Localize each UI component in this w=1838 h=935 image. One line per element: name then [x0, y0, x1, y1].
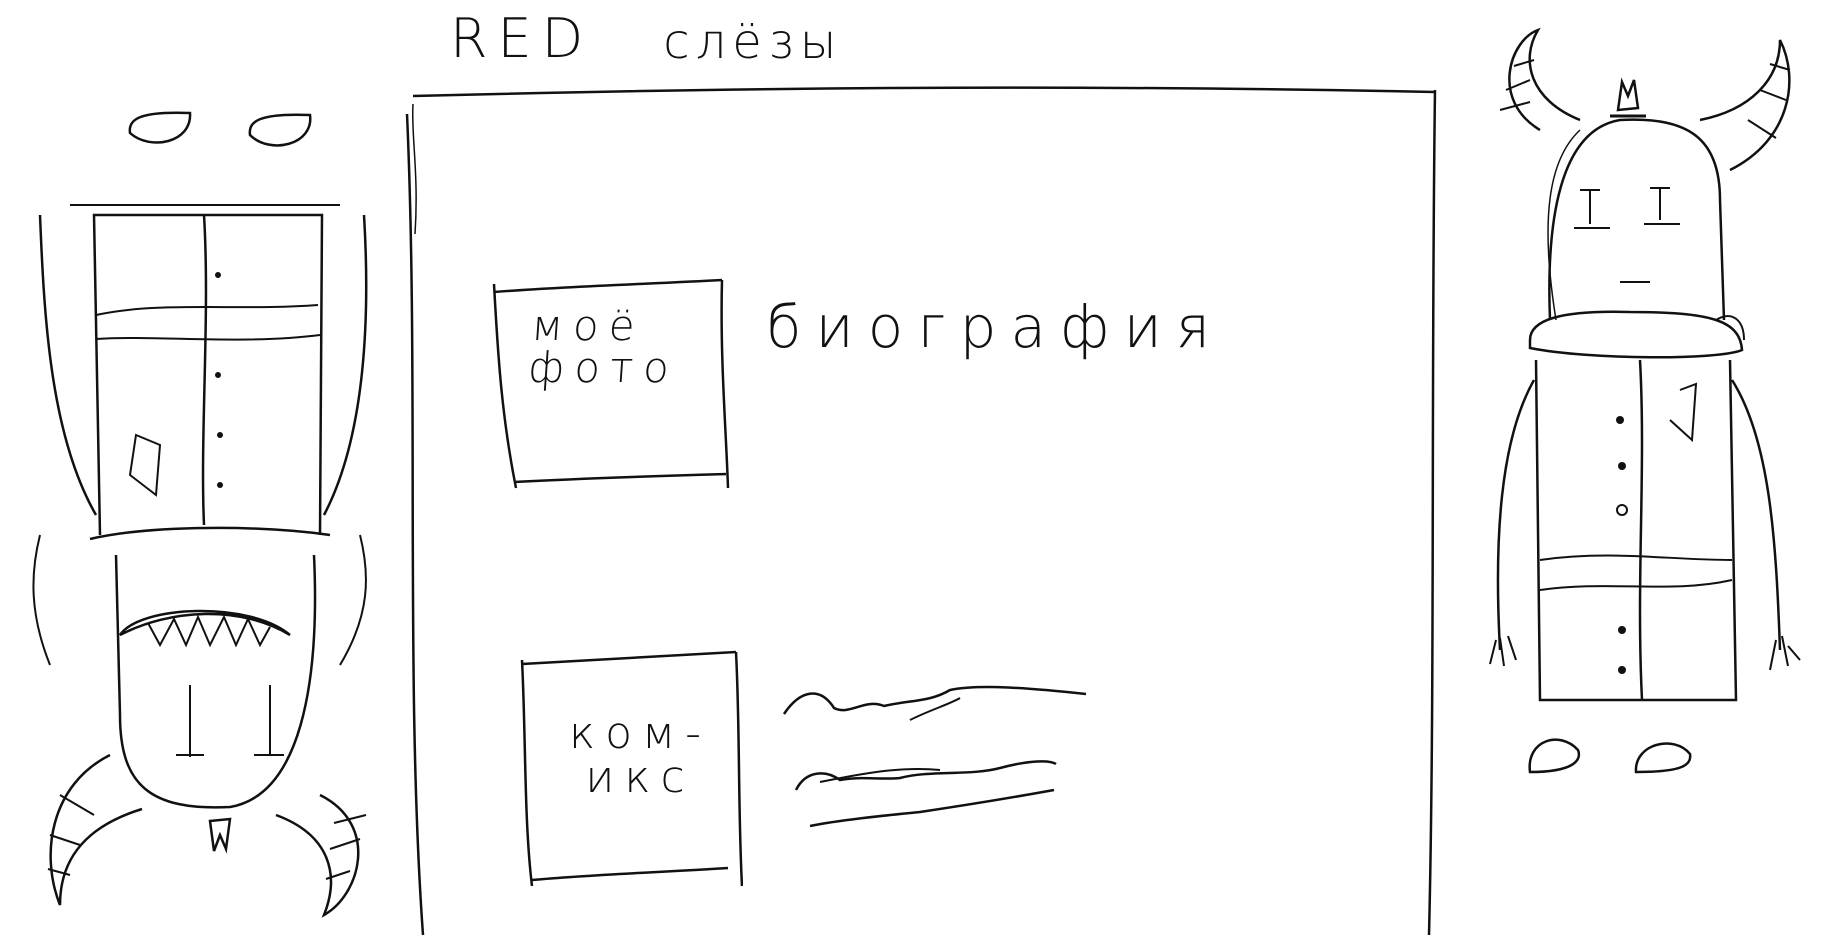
comics-label-line1: ком- [568, 708, 712, 759]
biography-heading[interactable]: биография [766, 293, 1225, 361]
scribble-text-lines-icon [782, 685, 1087, 828]
my-photo-label: моё фото [526, 301, 683, 392]
upside-down-horned-character-icon [32, 111, 368, 918]
comics-label-line2: икс [585, 752, 695, 803]
site-title-part2: слёзы [663, 14, 843, 70]
photo-label-line2: фото [526, 343, 681, 392]
horned-character-icon [1489, 27, 1801, 774]
my-photo-box[interactable] [490, 278, 730, 490]
site-title: RED слёзы [450, 7, 843, 70]
main-content-frame [405, 86, 1437, 935]
site-title-part1: RED [450, 7, 594, 70]
comics-label: ком- икс [550, 712, 730, 800]
photo-label-line1: моё [529, 301, 647, 350]
comics-box[interactable] [518, 650, 743, 890]
